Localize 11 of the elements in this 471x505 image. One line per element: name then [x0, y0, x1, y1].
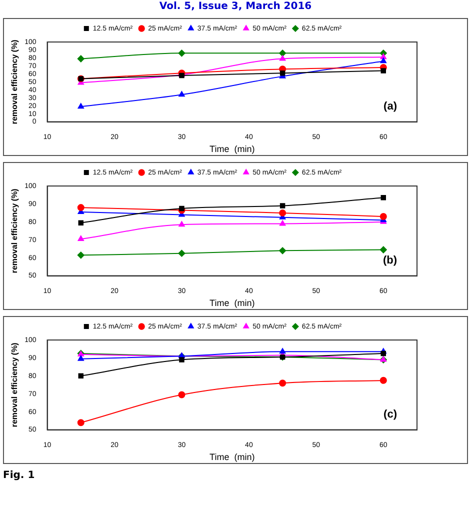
annotation: (c) — [384, 408, 398, 420]
x-axis-title: Time (min) — [210, 452, 255, 462]
x-axis-title: Time (min) — [210, 298, 255, 308]
y-axis-title: removal efficiency (%) — [10, 39, 20, 124]
x-axis-title: Time (min) — [210, 144, 255, 154]
annotation: (b) — [382, 254, 398, 266]
y-axis-title: removal efficiency (%) — [10, 342, 20, 428]
y-axis-title: removal efficiency (%) — [10, 188, 20, 274]
annotation: (a) — [384, 100, 398, 112]
caption: Fig. 1 — [3, 470, 36, 481]
text: Vol. 5, Issue 3, March 2016 — [158, 0, 313, 14]
